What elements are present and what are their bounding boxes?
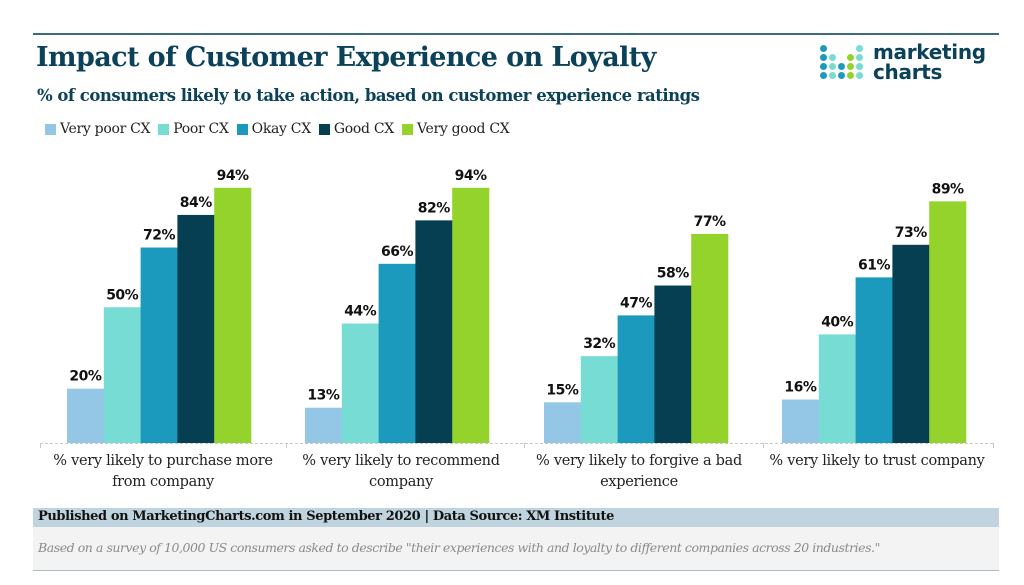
bar [177,214,215,443]
legend-label: Okay CX [251,121,312,137]
logo-dot [856,63,863,70]
bar-value-label: 16% [784,380,816,396]
bar [140,247,178,443]
bar-value-label: 15% [546,382,578,398]
bar [544,402,582,443]
bar-value-label: 72% [143,228,175,244]
legend-label: Poor CX [173,121,229,137]
logo-dot [829,63,836,70]
category-label-line: % very likely to trust company [769,453,985,469]
bar-value-label: 84% [180,195,212,211]
bar [855,277,893,443]
bar-value-label: 73% [895,225,927,241]
bar [617,315,655,443]
bar-value-label: 66% [381,244,413,260]
bar-value-label: 58% [657,266,689,282]
category-label: % very likely to purchase more from compa… [45,451,281,493]
bar-value-label: 94% [217,168,249,184]
category-label-line: experience [600,474,678,490]
logo-dot [856,45,863,52]
logo-dot [820,45,827,52]
category-label-line: % very likely to recommend [302,453,500,469]
chart-title: Impact of Customer Experience on Loyalty [36,42,656,73]
bar [782,399,820,443]
legend-swatch [401,123,413,135]
bar [378,263,416,443]
bar [892,244,930,443]
bar-value-label: 40% [821,314,853,330]
chart-subtitle: % of consumers likely to take action, ba… [37,86,700,105]
bar [929,201,967,443]
legend-label: Good CX [333,121,394,137]
logo-dot [829,54,836,61]
category-label-line: company [369,474,433,490]
footer-note-text: Based on a survey of 10,000 US consumers… [38,540,880,555]
legend-item: Very good CX [401,121,510,137]
logo-dot [838,72,845,79]
bar [580,356,618,443]
category-label-line: % very likely to forgive a bad [536,453,742,469]
bar [341,323,379,443]
footer-note-panel [33,527,999,571]
logo-dot [847,72,854,79]
category-label-line: % very likely to purchase more [53,453,273,469]
bar-value-label: 44% [344,304,376,320]
bar [654,285,692,443]
legend-item: Very poor CX [45,121,151,137]
category-label: % very likely to recommend company [283,451,519,493]
bar [103,307,141,443]
category-label-line: from company [112,474,214,490]
legend-label: Very poor CX [60,121,151,137]
bar-value-label: 13% [307,388,339,404]
logo-text-line1: marketing [873,40,986,64]
bar-value-label: 50% [106,287,138,303]
bar-value-label: 61% [858,257,890,273]
bar-value-label: 94% [455,168,487,184]
chart-legend: Very poor CX Poor CX Okay CX Good CX Very go… [45,121,510,137]
marketingcharts-logo: marketing charts [820,42,986,82]
footer-source-bar [33,508,999,527]
bar [214,187,252,443]
logo-dot [838,63,845,70]
legend-label: Very good CX [416,121,510,137]
category-label: % very likely to trust company [759,451,995,472]
bar-value-label: 47% [620,295,652,311]
legend-swatch [318,123,330,135]
bar-value-label: 77% [694,214,726,230]
bar-value-label: 32% [583,336,615,352]
logo-dot [829,72,836,79]
bar [452,187,490,443]
logo-dot [847,63,854,70]
logo-dot [820,54,827,61]
logo-dot [856,54,863,61]
legend-item: Poor CX [158,121,229,137]
bar [305,407,343,443]
logo-dot [820,63,827,70]
legend-swatch [45,123,56,135]
legend-swatch [158,123,170,135]
logo-dot [847,54,854,61]
bar [415,220,453,443]
bar-value-label: 82% [418,200,450,216]
category-label: % very likely to forgive a bad experience [521,451,757,493]
bar-value-label: 20% [69,369,101,385]
footer-published-text: Published on MarketingCharts.com in Sept… [38,509,614,524]
legend-item: Okay CX [236,121,312,137]
legend-swatch [236,123,248,135]
legend-item: Good CX [318,121,394,137]
header-rule [33,33,999,35]
bar-value-label: 89% [932,181,964,197]
logo-dot [856,72,863,79]
logo-text-line2: charts [873,60,943,84]
logo-wordmark: marketing charts [873,42,986,82]
bar [691,233,729,443]
bar [818,334,856,443]
logo-dots-icon [820,45,863,79]
bar [67,388,105,443]
logo-dot [820,72,827,79]
